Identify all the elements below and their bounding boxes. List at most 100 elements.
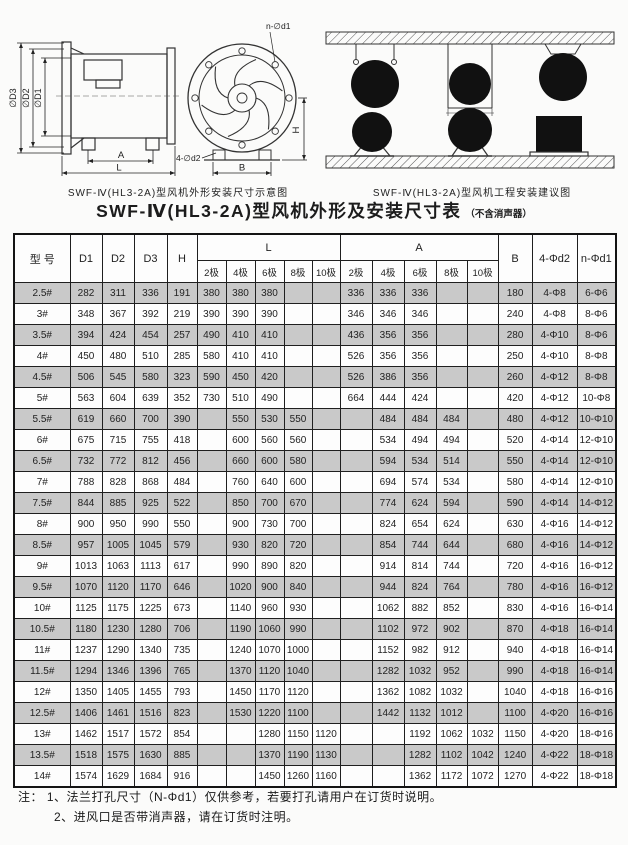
table-cell: [466, 534, 499, 556]
table-cell: 870: [497, 618, 533, 640]
table-cell: 780: [497, 576, 533, 598]
table-cell: 4-Φ14: [531, 492, 578, 514]
table-cell: 1032: [466, 723, 499, 745]
table-cell: 619: [69, 408, 103, 430]
table-cell: [371, 744, 405, 766]
table-cell: 732: [69, 450, 103, 472]
right-figure-caption: SWF-Ⅳ(HL3-2A)型风机工程安装建议图: [372, 188, 572, 199]
table-cell: 219: [166, 303, 198, 325]
table-cell: 594: [435, 492, 468, 514]
table-cell: [311, 408, 341, 430]
table-cell: [196, 576, 227, 598]
table-cell: 1100: [283, 702, 313, 724]
table-cell: [225, 765, 256, 788]
footnote-1: 注： 1、法兰打孔尺寸（N-Φd1）仅供参考，若要打孔请用户在订货时说明。: [18, 790, 443, 804]
table-cell: 1020: [225, 576, 256, 598]
table-cell: [225, 723, 256, 745]
table-cell: 1574: [69, 765, 103, 788]
table-cell: 420: [254, 366, 285, 388]
table-cell: 16-Φ14: [576, 618, 617, 640]
table-cell: [466, 282, 499, 304]
pole-header: 4极: [371, 260, 405, 283]
table-cell: 484: [166, 471, 198, 493]
table-cell: 1282: [403, 744, 437, 766]
table-cell: [466, 345, 499, 367]
table-cell: 624: [403, 492, 437, 514]
table-cell: 1120: [101, 576, 135, 598]
table-cell: 1045: [133, 534, 168, 556]
table-cell: 1237: [69, 639, 103, 661]
table-cell: 823: [166, 702, 198, 724]
table-cell: 594: [371, 450, 405, 472]
table-cell: 13.5#: [13, 744, 71, 766]
table-cell: 4-Φ8: [531, 282, 578, 304]
table-cell: 260: [497, 366, 533, 388]
table-cell: [311, 303, 341, 325]
header-l-group: L: [196, 233, 341, 261]
table-cell: 580: [283, 450, 313, 472]
table-cell: 390: [166, 408, 198, 430]
table-cell: 639: [133, 387, 168, 409]
pole-header: 10极: [311, 260, 341, 283]
table-cell: 1530: [225, 702, 256, 724]
table-cell: 1102: [371, 618, 405, 640]
table-cell: 580: [133, 366, 168, 388]
table-cell: 18-Φ18: [576, 744, 617, 766]
table-cell: [311, 282, 341, 304]
table-cell: 1120: [254, 660, 285, 682]
table-cell: 765: [166, 660, 198, 682]
header-d2: D2: [101, 233, 135, 283]
table-cell: 346: [339, 303, 373, 325]
table-cell: [283, 366, 313, 388]
table-row: 12# 1350 1405 1455 793 1450 1170 1120 1362 1082 10…: [13, 681, 617, 703]
table-cell: 990: [283, 618, 313, 640]
dim-label-h: H: [291, 126, 302, 133]
table-cell: [196, 765, 227, 788]
table-row: 7# 788 828 868 484 760 640 600 694 574 534 580 4-Φ14…: [13, 471, 617, 493]
table-cell: [339, 702, 373, 724]
table-cell: 793: [166, 681, 198, 703]
table-cell: 720: [497, 555, 533, 577]
table-cell: 1170: [133, 576, 168, 598]
table-cell: [466, 303, 499, 325]
table-cell: 900: [254, 576, 285, 598]
table-cell: 700: [283, 513, 313, 535]
table-cell: 755: [133, 429, 168, 451]
table-row: 3# 348 367 392 219 390 390 390 346 346 346 240 4-Φ8 8…: [13, 303, 617, 325]
ceiling-slab: [325, 31, 615, 45]
table-cell: 760: [225, 471, 256, 493]
table-cell: 1518: [69, 744, 103, 766]
table-cell: 912: [435, 639, 468, 661]
table-cell: 550: [497, 450, 533, 472]
table-row: 10# 1125 1175 1225 673 1140 960 930 1062 882 852 83…: [13, 597, 617, 619]
table-row: 4# 450 480 510 285 580 410 410 526 356 356 250 4-Φ10…: [13, 345, 617, 367]
table-cell: 522: [166, 492, 198, 514]
table-cell: 410: [225, 324, 256, 346]
table-cell: 1280: [133, 618, 168, 640]
table-cell: [339, 618, 373, 640]
table-cell: 900: [69, 513, 103, 535]
table-cell: [339, 534, 373, 556]
pole-header: 6极: [403, 260, 437, 283]
table-cell: [311, 492, 341, 514]
table-cell: [339, 597, 373, 619]
table-cell: 1175: [101, 597, 135, 619]
fan-unit-boxed: [536, 116, 582, 152]
table-cell: 550: [283, 408, 313, 430]
table-cell: 250: [497, 345, 533, 367]
table-cell: [311, 513, 341, 535]
table-cell: 4#: [13, 345, 71, 367]
table-cell: [339, 639, 373, 661]
table-cell: [311, 345, 341, 367]
header-bolt-d1: n-Φd1: [576, 233, 617, 283]
pole-header: 4极: [225, 260, 256, 283]
table-cell: 4-Φ14: [531, 450, 578, 472]
table-cell: 14-Φ12: [576, 513, 617, 535]
dim-label-d1: ∅D1: [33, 88, 43, 107]
table-cell: 356: [403, 366, 437, 388]
table-cell: 380: [196, 282, 227, 304]
table-cell: 494: [435, 429, 468, 451]
table-cell: 850: [225, 492, 256, 514]
table-cell: 744: [435, 555, 468, 577]
table-cell: 730: [196, 387, 227, 409]
